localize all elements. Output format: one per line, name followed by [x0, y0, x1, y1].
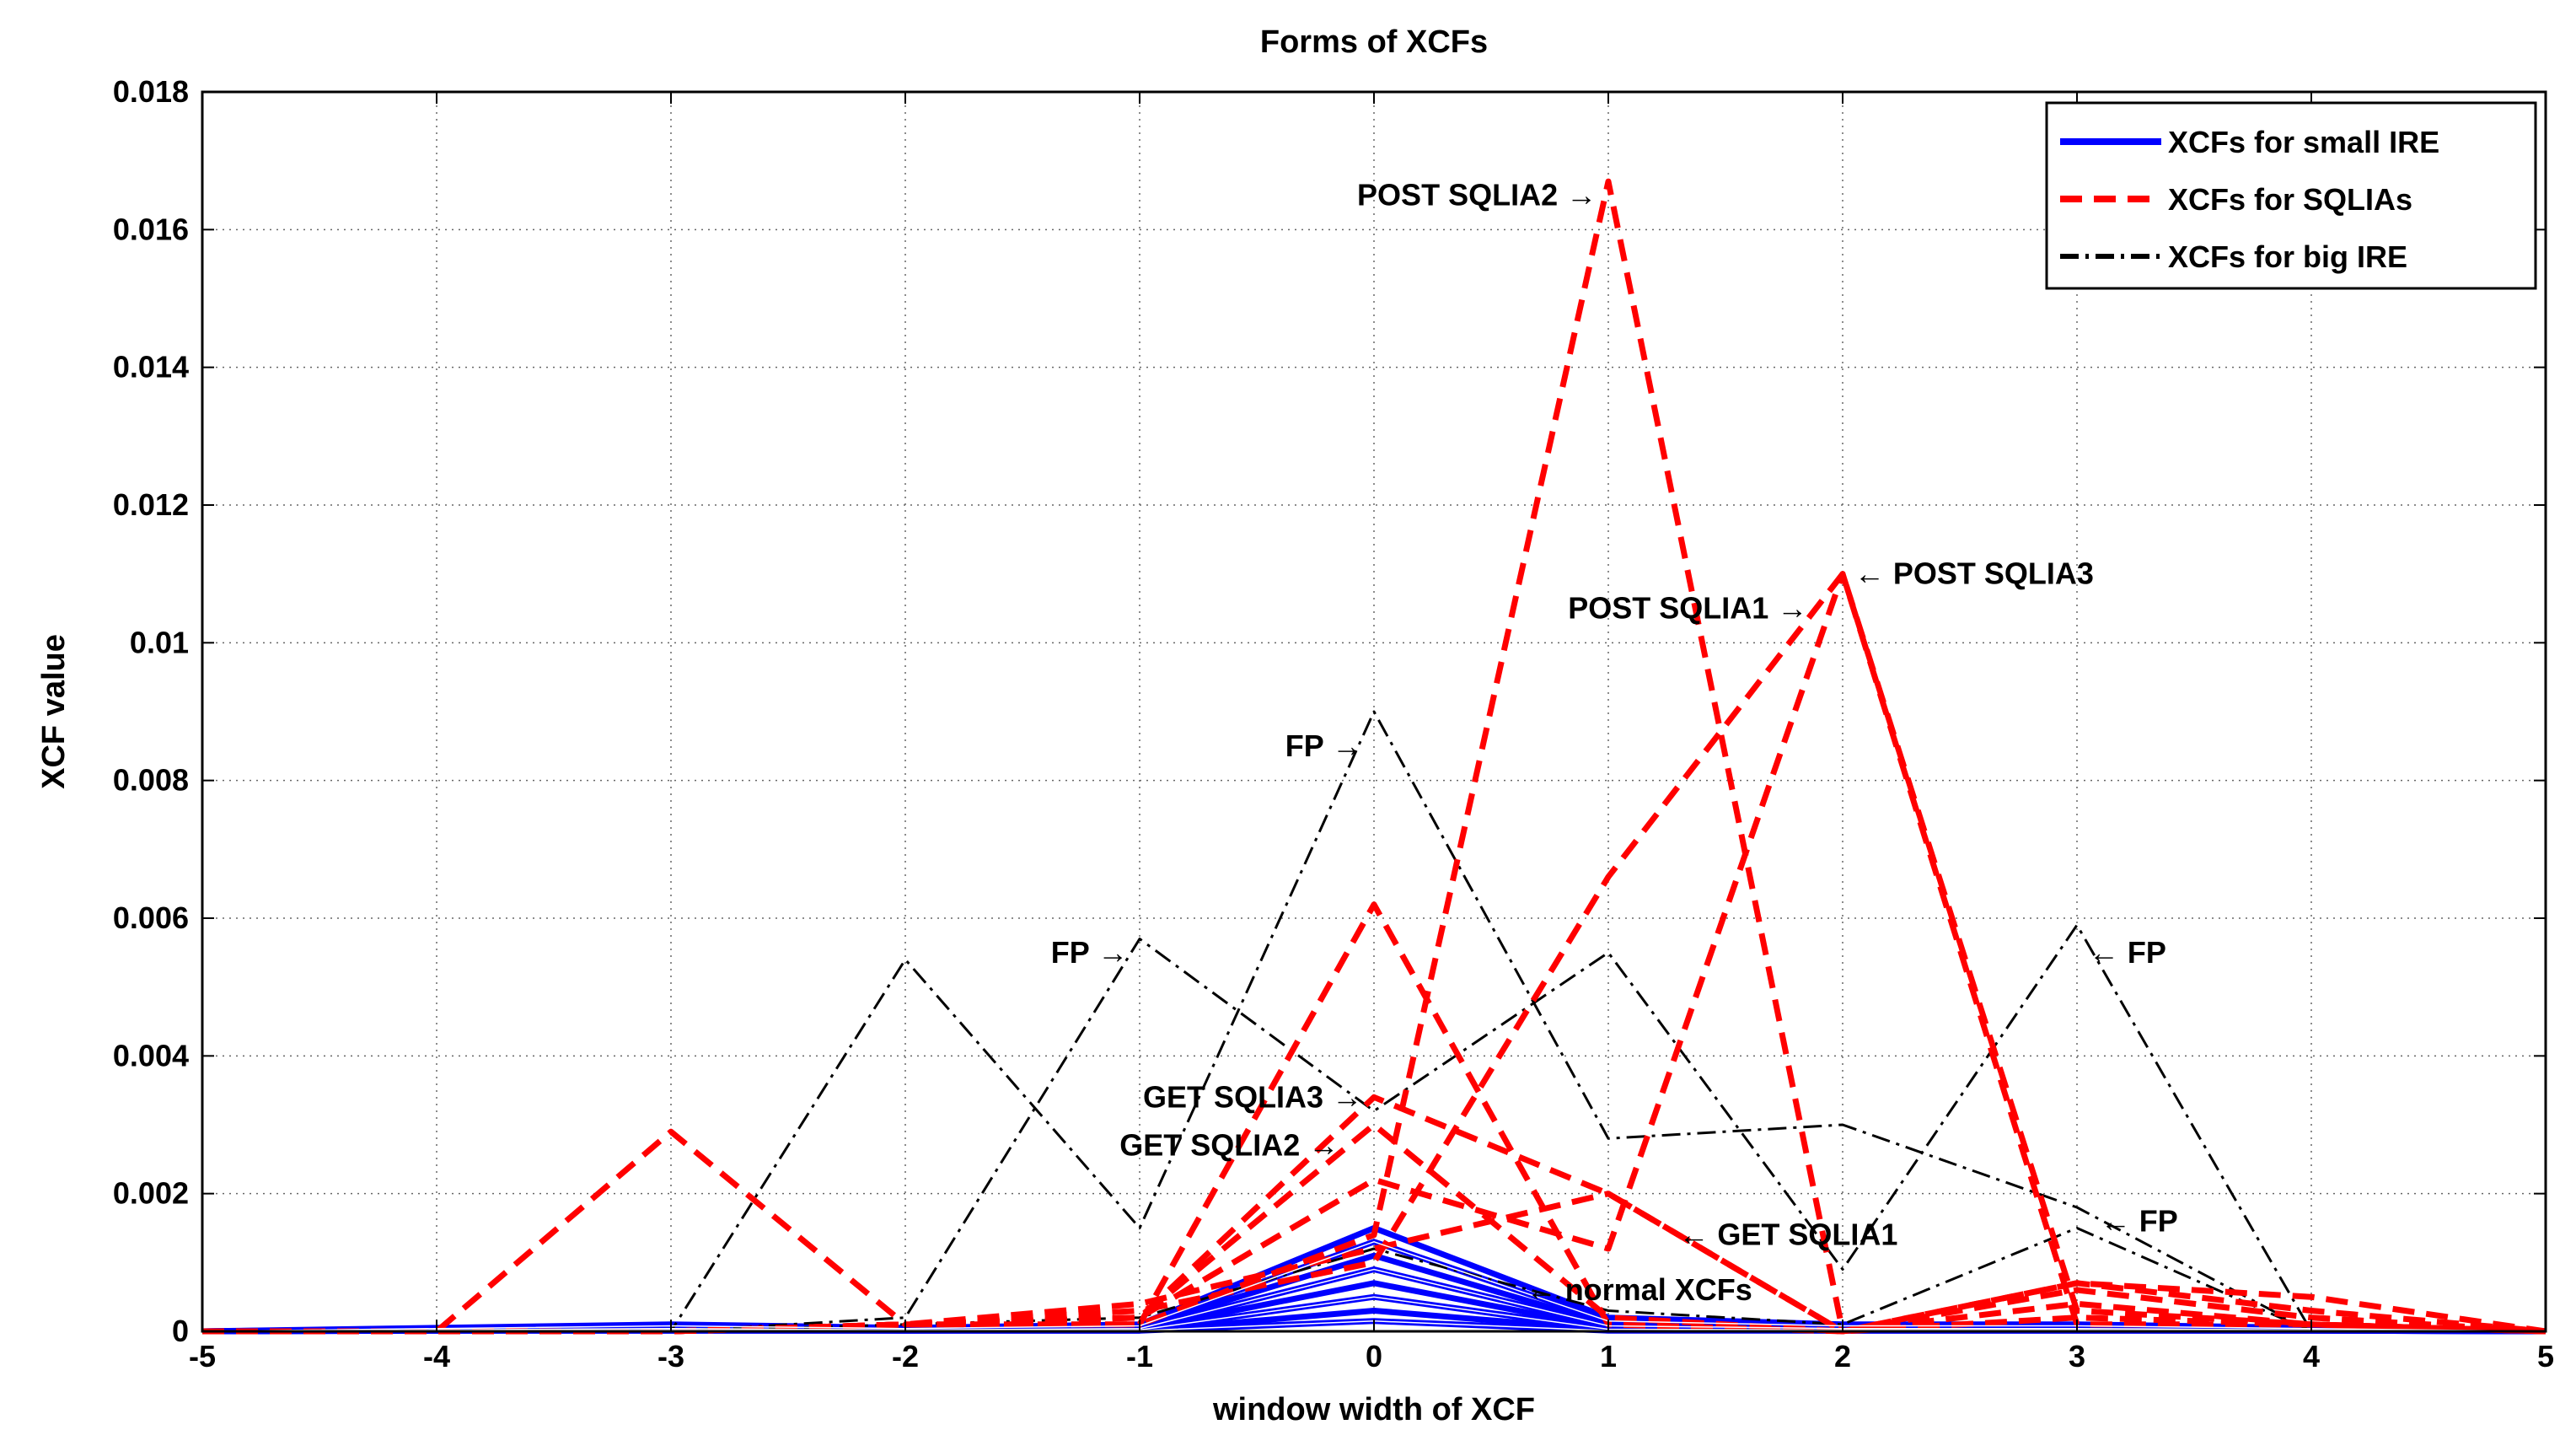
annotation-label: ← GET SQLIA1: [1678, 1218, 1897, 1252]
y-axis-label: XCF value: [36, 634, 72, 789]
y-tick-label: 0: [172, 1314, 189, 1348]
y-tick-label: 0.016: [113, 212, 189, 246]
annotation-label: POST SQLIA1 →: [1568, 591, 1807, 626]
series-line-sqlia-11: [202, 901, 2546, 1335]
series-highlight-3: [201, 1268, 2546, 1332]
series-highlight-1: [201, 1241, 2546, 1332]
x-tick-label: -5: [189, 1339, 216, 1373]
chart-title: Forms of XCFs: [1260, 24, 1488, 60]
y-tick-label: 0.008: [113, 763, 189, 798]
x-axis-label: window width of XCF: [1212, 1392, 1535, 1427]
legend: XCFs for small IRE XCFs for SQLIAs XCFs fo…: [2045, 101, 2537, 290]
x-tick-label: 4: [2303, 1339, 2320, 1373]
axis-ticks: -5 -4 -3 -2 -1 0 1 2 3 4 5 0 0.002 0.004 0.006 0.008 0.0…: [113, 74, 2554, 1373]
annotation-label: ← FP: [2089, 935, 2166, 970]
x-tick-label: -1: [1126, 1339, 1153, 1373]
annotation-label: POST SQLIA2 →: [1357, 178, 1597, 212]
legend-label: XCFs for big IRE: [2168, 239, 2407, 274]
x-tick-label: 2: [1834, 1339, 1851, 1373]
x-tick-label: 5: [2537, 1339, 2554, 1373]
legend-label: XCFs for small IRE: [2168, 125, 2439, 159]
y-tick-label: 0.002: [113, 1176, 189, 1211]
y-tick-label: 0.01: [130, 625, 189, 659]
y-tick-label: 0.012: [113, 487, 189, 522]
legend-label: XCFs for SQLIAs: [2168, 182, 2412, 217]
x-tick-label: -3: [657, 1339, 684, 1373]
annotation-label: GET SQLIA3 →: [1143, 1079, 1362, 1114]
x-tick-label: -4: [423, 1339, 450, 1373]
y-tick-label: 0.018: [113, 74, 189, 109]
x-tick-label: 3: [2069, 1339, 2085, 1373]
x-tick-label: 1: [1600, 1339, 1617, 1373]
annotation-label: FP →: [1285, 728, 1362, 763]
annotations: POST SQLIA2 → ← POST SQLIA3 POST SQLIA1 → F…: [1051, 178, 2178, 1308]
annotation-label: FP →: [1051, 935, 1128, 970]
x-tick-label: 0: [1366, 1339, 1382, 1373]
annotation-label: ← FP: [2101, 1203, 2178, 1238]
y-tick-label: 0.006: [113, 900, 189, 935]
y-tick-label: 0.004: [113, 1038, 189, 1072]
annotation-label: GET SQLIA2 →: [1119, 1128, 1339, 1163]
annotation-label: ← POST SQLIA3: [1854, 556, 2094, 591]
x-tick-label: -2: [892, 1339, 919, 1373]
annotation-label: ← normal XCFs: [1527, 1272, 1752, 1307]
y-tick-label: 0.014: [113, 350, 189, 384]
